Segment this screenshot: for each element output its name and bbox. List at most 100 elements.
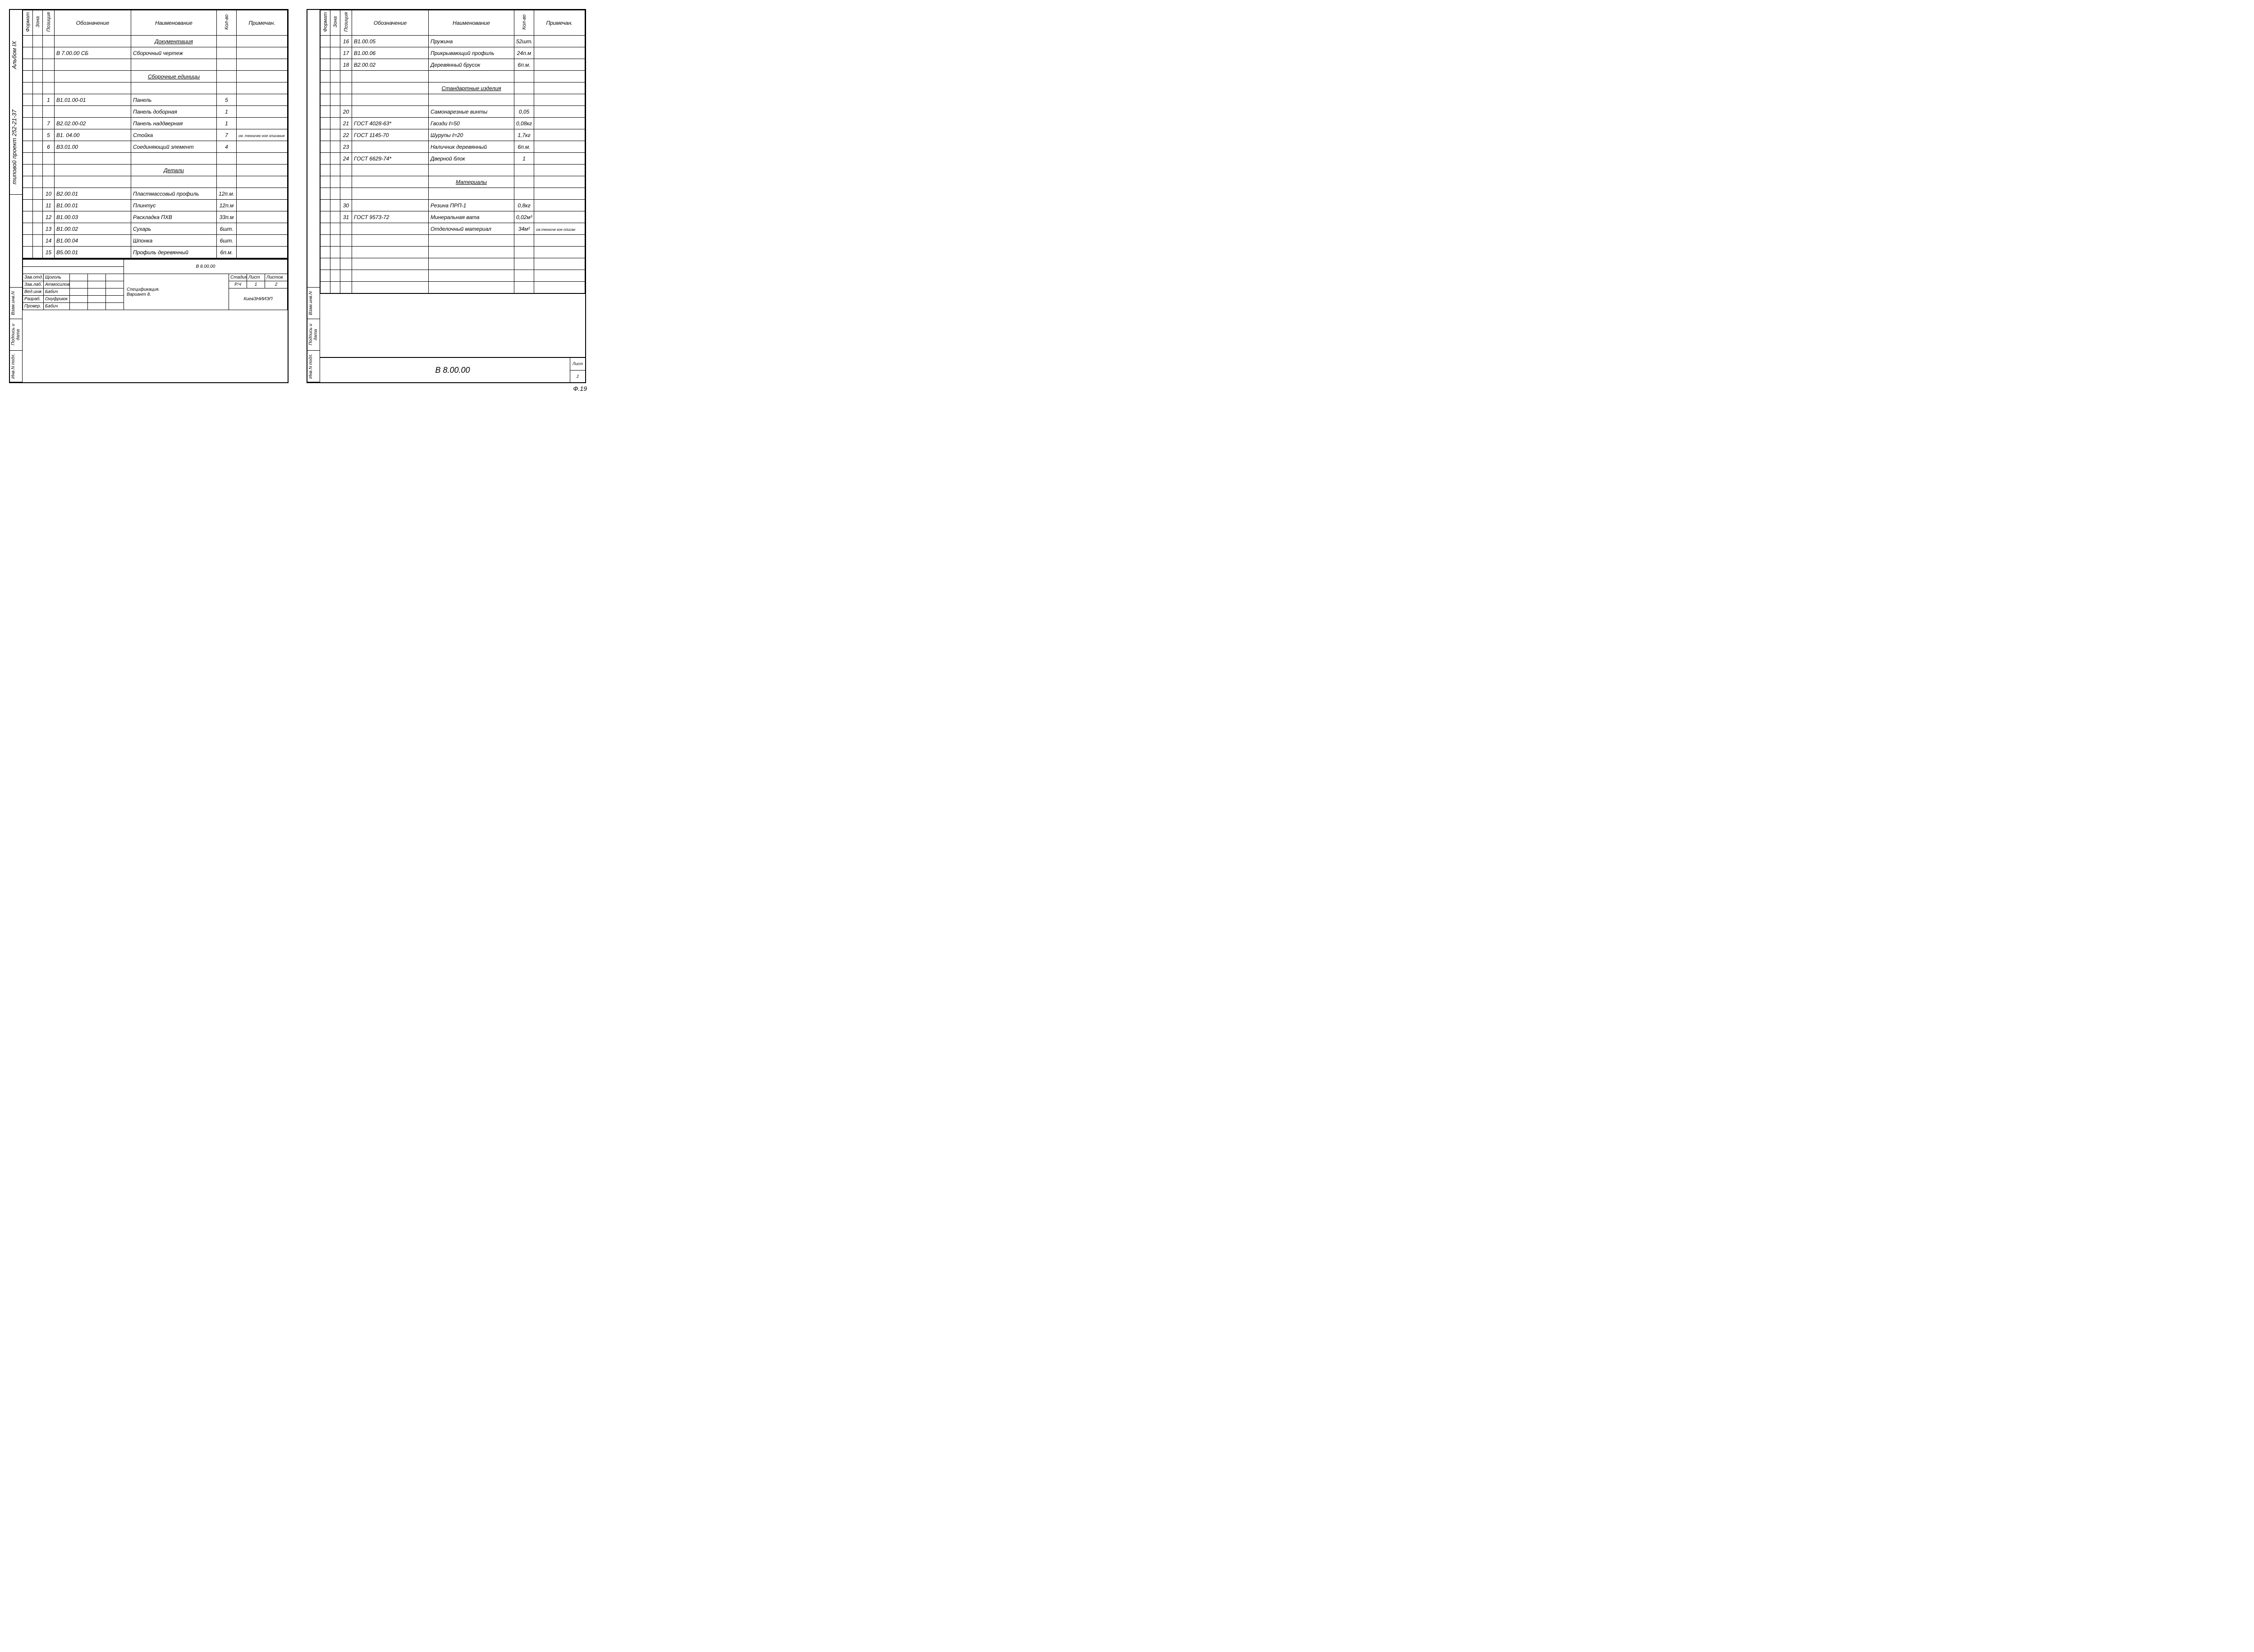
- section-cell: Сборочные единицы: [131, 71, 217, 82]
- cell-poz: [340, 223, 352, 235]
- cell-kol: [514, 71, 534, 82]
- cell-kol: 33п.м: [217, 211, 237, 223]
- tb-list-h: Лист: [247, 274, 265, 281]
- table-row: 31ГОСТ 9573-72Минеральная вата0,02м³: [321, 211, 585, 223]
- cell-prim: см. техничес-кое описание: [237, 129, 288, 141]
- cell-kol: 1: [514, 153, 534, 165]
- cell-prim: [237, 200, 288, 211]
- cell-kol: 6шт.: [217, 235, 237, 247]
- cell-poz: 10: [43, 188, 55, 200]
- tb-docnum: В 8.00.00: [124, 260, 288, 274]
- role-0-r: Зав.отд.: [23, 274, 44, 281]
- table-row: В 7.00.00 СБСборочный чертеж: [23, 47, 288, 59]
- table-row: Панель доборная1: [23, 106, 288, 118]
- table-row: [321, 94, 585, 106]
- header-row: Формат Зона Позиция Обозначение Наименов…: [23, 10, 288, 36]
- cell-kol: [217, 59, 237, 71]
- cell-poz: [340, 71, 352, 82]
- stamp-spacer: [307, 100, 320, 195]
- cell-prim: [534, 106, 585, 118]
- cell-prim: [237, 141, 288, 153]
- cell-poz: [340, 235, 352, 247]
- cell-kol: [514, 235, 534, 247]
- table-row: 5В1. 04.00Стойка7см. техничес-кое описан…: [23, 129, 288, 141]
- cell-oboz: В1.00.04: [55, 235, 131, 247]
- cell-oboz: [352, 282, 429, 293]
- cell-kol: 0,8кг: [514, 200, 534, 211]
- tb-org: КиевЗНИИЭП: [229, 288, 288, 310]
- hdr-format: Формат: [23, 10, 33, 36]
- table-row: 14В1.00.04Шпонка6шт.: [23, 235, 288, 247]
- cell-kol: 4: [217, 141, 237, 153]
- cell-poz: [43, 59, 55, 71]
- table-row: 10В2.00.01Пластмассовый профиль12п.м.: [23, 188, 288, 200]
- cell-poz: [340, 282, 352, 293]
- cell-oboz: В1.01.00-01: [55, 94, 131, 106]
- cell-prim: [237, 47, 288, 59]
- cell-poz: [340, 270, 352, 282]
- cell-poz: [340, 165, 352, 176]
- cell-poz: 7: [43, 118, 55, 129]
- cell-oboz: [352, 200, 429, 211]
- cell-oboz: В1.00.01: [55, 200, 131, 211]
- cell-oboz: [352, 165, 429, 176]
- cell-oboz: [352, 258, 429, 270]
- cell-oboz: [352, 71, 429, 82]
- table-row: [321, 188, 585, 200]
- table-row: Материалы: [321, 176, 585, 188]
- tb-title: Спецификация. Вариант 8.: [124, 274, 229, 310]
- cell-prim: [534, 141, 585, 153]
- hdr-prim: Примечан.: [237, 10, 288, 36]
- cell-oboz: [55, 153, 131, 165]
- hdr-poz: Позиция: [340, 10, 352, 36]
- cell-kol: 52шт.: [514, 36, 534, 47]
- stamp-project: типовой проект 252-21-37: [10, 100, 22, 195]
- stamp-inv: Инв.N подл.: [10, 351, 22, 382]
- cell-poz: [340, 94, 352, 106]
- cell-kol: 1: [217, 106, 237, 118]
- cell-poz: 24: [340, 153, 352, 165]
- cell-oboz: В2.00.02: [352, 59, 429, 71]
- cell-prim: [237, 106, 288, 118]
- section-cell: Документация: [131, 36, 217, 47]
- cell-poz: [340, 188, 352, 200]
- cell-poz: [43, 47, 55, 59]
- cell-oboz: ГОСТ 6629-74*: [352, 153, 429, 165]
- hdr-oboz: Обозначение: [55, 10, 131, 36]
- cell-oboz: [352, 106, 429, 118]
- tb-listov-h: Листов: [265, 274, 288, 281]
- cell-prim: см.техниче кое описан: [534, 223, 585, 235]
- table-row: 1В1.01.00-01Панель5: [23, 94, 288, 106]
- cell-kol: 6п.м.: [514, 141, 534, 153]
- table-row: [23, 59, 288, 71]
- stamp-album: Альбом IX: [10, 10, 22, 100]
- table-row: [23, 153, 288, 165]
- role-3-n: Онуфриюк: [44, 296, 70, 303]
- cell-naim: [131, 82, 217, 94]
- cell-oboz: [352, 223, 429, 235]
- table-row: 11В1.00.01Плинтус12п.м: [23, 200, 288, 211]
- cell-naim: Отделочный материал: [429, 223, 514, 235]
- side-stamps-right: Взам.инв.N Подпись и дата Инв.N подл.: [307, 10, 320, 382]
- cell-prim: [237, 211, 288, 223]
- cell-prim: [534, 200, 585, 211]
- cell-prim: [534, 47, 585, 59]
- stamp-spacer: [10, 195, 22, 288]
- cell-poz: 16: [340, 36, 352, 47]
- role-4-r: Провер.: [23, 303, 44, 310]
- table-row: 18В2.00.02Деревянный брусок6п.м.: [321, 59, 585, 71]
- cell-poz: 22: [340, 129, 352, 141]
- cell-kol: 6п.м.: [217, 247, 237, 258]
- section-cell: Стандартные изделия: [429, 82, 514, 94]
- cell-kol: [217, 176, 237, 188]
- bottom-title-block: В 8.00.00 Лист 2: [320, 357, 585, 382]
- side-stamps-left: Альбом IX типовой проект 252-21-37 Взам.…: [10, 10, 23, 382]
- cell-kol: 0,08кг: [514, 118, 534, 129]
- cell-prim: [237, 247, 288, 258]
- cell-naim: Прикрывающий профиль: [429, 47, 514, 59]
- tb-listov: 2: [265, 281, 288, 288]
- cell-kol: 0,05: [514, 106, 534, 118]
- bottom-list-h: Лист: [570, 358, 585, 370]
- cell-kol: [514, 165, 534, 176]
- cell-naim: Самонарезные винты: [429, 106, 514, 118]
